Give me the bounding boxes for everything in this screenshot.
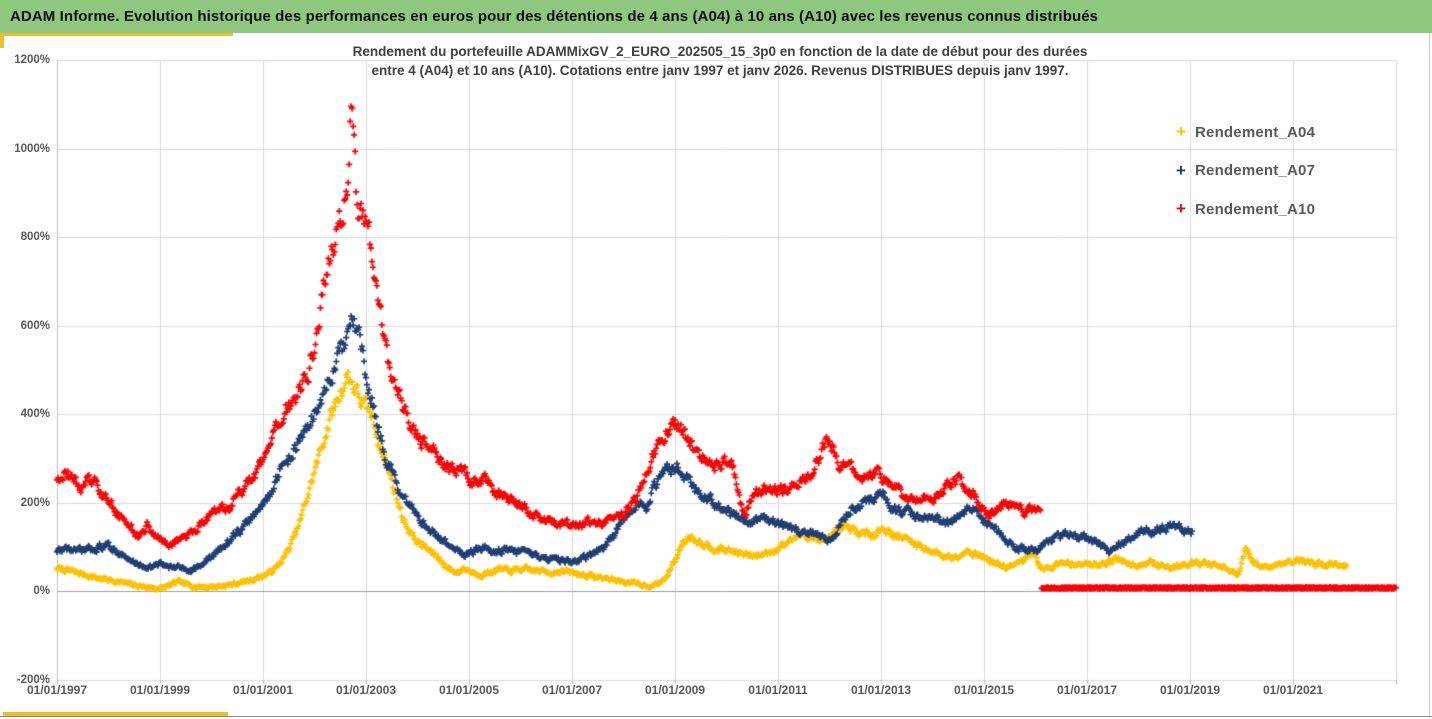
legend-item-rendement_a04[interactable]: + Rendement_A04 [1176,122,1315,142]
legend-label: Rendement_A04 [1195,123,1316,141]
y-axis-label: -200% [16,674,50,686]
y-axis-label: 600% [20,319,50,332]
legend-label: Rendement_A10 [1195,200,1316,218]
x-axis-label: 01/01/2015 [953,683,1015,697]
chart-title: Rendement du portefeuille ADAMMixGV_2_EU… [196,42,1244,80]
x-axis-label: 01/01/2019 [1159,683,1221,697]
legend-label: Rendement_A07 [1195,162,1316,179]
x-axis-label: 01/01/2007 [541,683,603,697]
chart-title-line-1: Rendement du portefeuille ADAMMixGV_2_EU… [352,44,1088,59]
y-axis-label: 800% [20,231,50,244]
x-axis-label: 01/01/2003 [335,683,397,697]
bottom-accent-bar [3,712,228,716]
chart-right-border [1429,33,1430,716]
legend-plus-marker-icon: + [1176,160,1186,180]
x-axis-label: 01/01/2001 [232,683,294,697]
x-axis-label: 01/01/2021 [1262,683,1324,697]
chart-title-line-2: entre 4 (A04) et 10 ans (A10). Cotations… [371,63,1069,78]
legend-plus-marker-icon: + [1176,122,1186,141]
y-axis-label: 1000% [14,142,50,155]
sheet-bottom-divider [0,716,1432,717]
y-axis-label: 200% [20,496,50,509]
x-axis-label: 01/01/2011 [748,683,808,697]
x-axis-label: 01/01/1999 [129,683,191,697]
legend-item-rendement_a10[interactable]: + Rendement_A10 [1176,199,1315,219]
y-axis-label: 1200% [14,54,50,66]
x-axis-label: 01/01/2013 [850,683,912,697]
y-axis-label: 0% [33,585,50,598]
legend-plus-marker-icon: + [1176,199,1186,218]
x-axis-label: 01/01/2009 [644,683,706,697]
legend-item-rendement_a07[interactable]: + Rendement_A07 [1176,161,1315,181]
x-axis-label: 01/01/1997 [26,683,88,697]
x-axis-label: 01/01/2005 [438,683,500,697]
x-axis-label: 01/01/2017 [1056,683,1118,697]
y-axis-label: 400% [20,408,50,421]
